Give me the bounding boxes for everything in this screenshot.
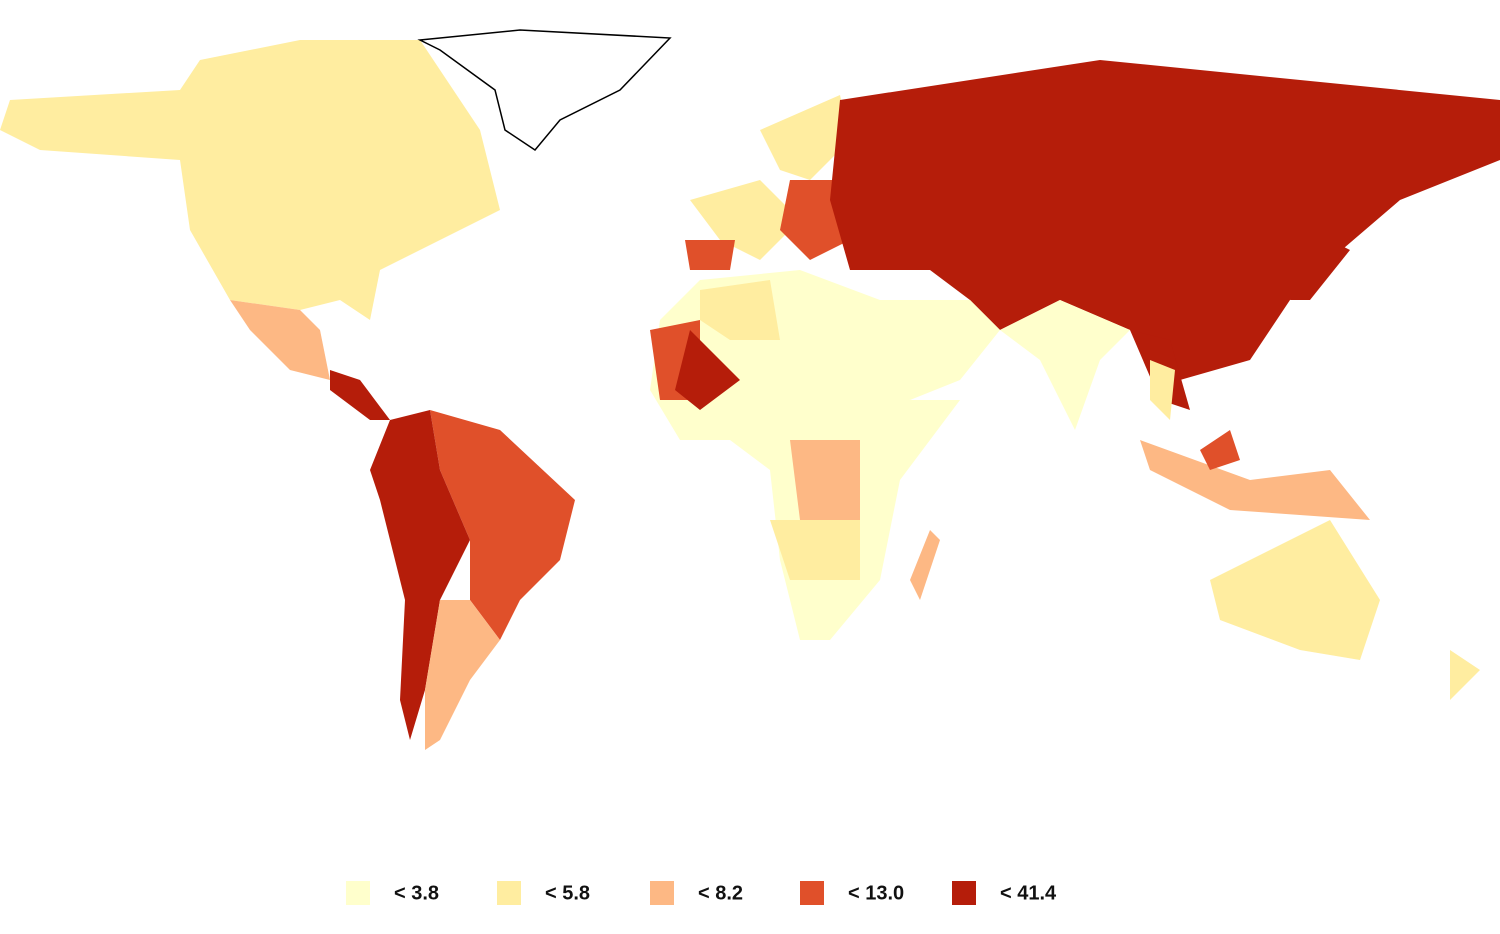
central-america xyxy=(330,370,390,420)
india xyxy=(1000,300,1130,430)
mali xyxy=(675,330,740,410)
thailand xyxy=(1150,360,1175,420)
russia-asia xyxy=(830,60,1500,380)
legend-swatch xyxy=(497,881,521,905)
legend-swatch xyxy=(952,881,976,905)
greenland xyxy=(417,29,672,151)
andes xyxy=(370,410,470,740)
north-america xyxy=(0,40,500,320)
brazil xyxy=(430,410,575,640)
japan xyxy=(1290,240,1350,300)
borneo xyxy=(1200,430,1240,470)
north-africa xyxy=(700,280,780,340)
legend-label: < 13.0 xyxy=(848,882,904,904)
indonesia xyxy=(1140,440,1370,520)
legend-swatch xyxy=(650,881,674,905)
legend: < 3.8 < 5.8 < 8.2 < 13.0 < 41.4 xyxy=(346,881,1057,905)
legend-label: < 5.8 xyxy=(545,882,590,904)
western-europe xyxy=(690,180,800,260)
madagascar xyxy=(910,530,940,600)
argentina xyxy=(425,600,500,750)
legend-label: < 3.8 xyxy=(394,882,439,904)
mexico xyxy=(230,300,330,380)
legend-label: < 41.4 xyxy=(1000,882,1057,904)
scandinavia xyxy=(760,95,850,180)
iberia xyxy=(685,240,735,270)
legend-swatch xyxy=(346,881,370,905)
legend-label: < 8.2 xyxy=(698,882,743,904)
australia xyxy=(1210,520,1380,660)
countries xyxy=(0,29,1500,750)
southern-africa xyxy=(770,520,860,580)
legend-swatch xyxy=(800,881,824,905)
new-zealand xyxy=(1450,650,1480,700)
central-africa xyxy=(790,440,860,520)
